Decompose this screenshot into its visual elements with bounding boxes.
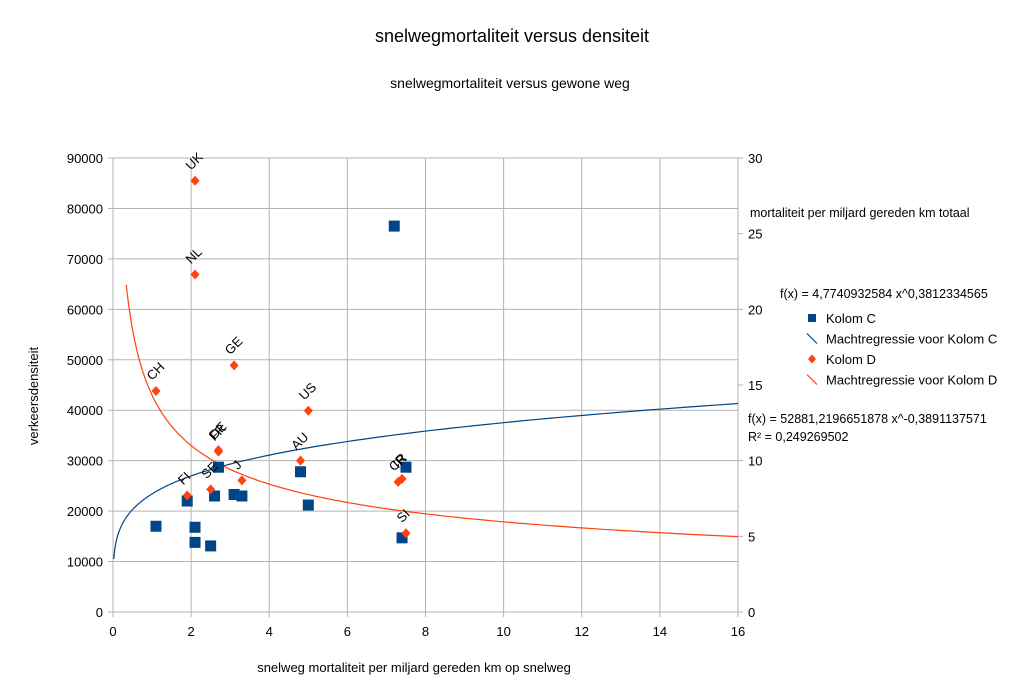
- trendline: [125, 284, 739, 538]
- data-point-square: [388, 220, 400, 232]
- y-tick-label: 20000: [67, 504, 103, 519]
- legend: Kolom C Machtregressie voor Kolom C Kolom …: [806, 311, 997, 388]
- y-tick-label: 80000: [67, 201, 103, 216]
- y2-tick-label: 25: [748, 227, 762, 242]
- data-markers: [150, 175, 412, 552]
- chart-title: snelwegmortaliteit versus densiteit: [375, 26, 649, 46]
- y-axis-ticks: 0 10000 20000 30000 40000 50000 60000 70000 8000…: [67, 151, 113, 620]
- legend-label: Kolom D: [826, 352, 876, 367]
- legend-label: Machtregressie voor Kolom C: [826, 332, 997, 347]
- data-point-square: [228, 488, 240, 500]
- x-tick-label: 10: [496, 624, 510, 639]
- trendline: [113, 402, 739, 559]
- data-point-diamond: [229, 360, 239, 371]
- y2-tick-label: 5: [748, 529, 755, 544]
- data-point-square: [205, 540, 217, 552]
- y-tick-label: 60000: [67, 302, 103, 317]
- r-squared: R² = 0,249269502: [748, 430, 848, 444]
- x-tick-label: 16: [731, 624, 745, 639]
- y2-axis-ticks: 0 5 10 15 20 25 30: [738, 151, 762, 620]
- data-point-diamond: [237, 475, 247, 486]
- data-point-square: [302, 499, 314, 511]
- legend-diamond-icon: [808, 354, 816, 364]
- data-point-diamond: [151, 386, 161, 397]
- x-axis-label: snelweg mortaliteit per miljard gereden …: [257, 660, 571, 675]
- data-point-diamond: [401, 528, 411, 539]
- data-point-square: [189, 521, 201, 533]
- x-tick-label: 14: [653, 624, 667, 639]
- y2-axis-label: mortaliteit per miljard gereden km totaa…: [750, 206, 970, 220]
- y2-tick-label: 10: [748, 454, 762, 469]
- data-point-diamond: [213, 446, 223, 457]
- data-point-square: [209, 490, 221, 502]
- data-point-square: [150, 520, 162, 532]
- legend-line-icon: [806, 374, 818, 385]
- trendline-equation-2: f(x) = 52881,2196651878 x^-0,3891137571: [748, 412, 987, 426]
- y-tick-label: 70000: [67, 252, 103, 267]
- x-tick-label: 4: [266, 624, 273, 639]
- data-point-square: [396, 532, 408, 544]
- data-point-diamond: [190, 269, 200, 280]
- y-tick-label: 30000: [67, 454, 103, 469]
- y2-tick-label: 15: [748, 378, 762, 393]
- y-tick-label: 40000: [67, 403, 103, 418]
- x-tick-label: 8: [422, 624, 429, 639]
- data-point-diamond: [303, 405, 313, 416]
- data-point-diamond: [206, 484, 216, 495]
- data-point-diamond: [397, 473, 407, 484]
- data-point-square: [189, 536, 201, 548]
- legend-label: Machtregressie voor Kolom D: [826, 373, 997, 388]
- trendline-equation-1: f(x) = 4,7740932584 x^0,3812334565: [780, 287, 988, 301]
- data-point-square: [212, 461, 224, 473]
- x-tick-label: 12: [575, 624, 589, 639]
- legend-line-icon: [806, 333, 818, 344]
- y-axis-label: verkeersdensiteit: [26, 346, 41, 445]
- x-tick-label: 0: [109, 624, 116, 639]
- data-point-square: [295, 466, 306, 478]
- y-tick-label: 50000: [67, 353, 103, 368]
- data-point-diamond: [182, 490, 192, 501]
- y2-tick-label: 30: [748, 151, 762, 166]
- trendlines: [113, 284, 739, 559]
- y-tick-label: 90000: [67, 151, 103, 166]
- data-point-square: [400, 461, 412, 473]
- data-point-square: [236, 490, 248, 502]
- y2-tick-label: 0: [748, 605, 755, 620]
- gridlines: [112, 157, 739, 613]
- data-point-square: [181, 495, 193, 507]
- y-tick-label: 0: [96, 605, 103, 620]
- x-tick-label: 6: [344, 624, 351, 639]
- chart-subtitle: snelwegmortaliteit versus gewone weg: [390, 75, 630, 91]
- data-point-diamond: [296, 455, 305, 466]
- y2-tick-label: 20: [748, 302, 762, 317]
- legend-label: Kolom C: [826, 311, 876, 326]
- y-tick-label: 10000: [67, 555, 103, 570]
- data-point-diamond: [190, 175, 200, 186]
- x-tick-label: 2: [188, 624, 195, 639]
- legend-square-icon: [808, 314, 816, 322]
- x-axis-ticks: 0 2 4 6 8 10 12 14 16: [109, 612, 745, 639]
